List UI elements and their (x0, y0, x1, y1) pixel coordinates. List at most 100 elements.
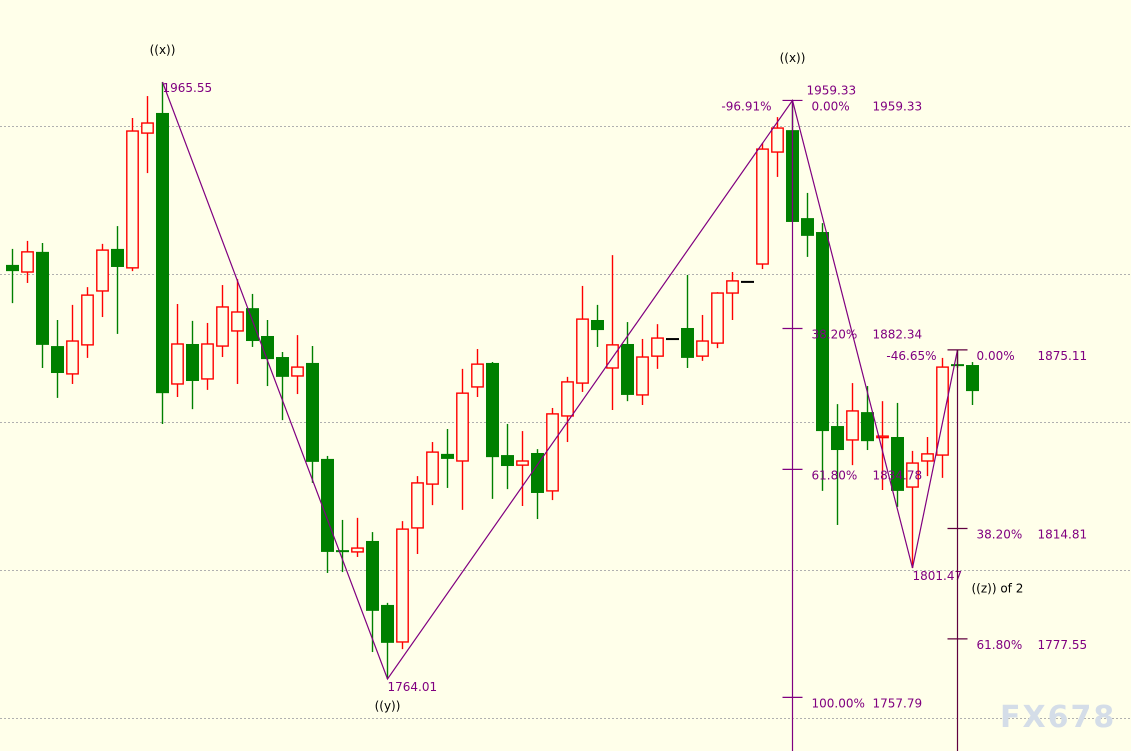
candle (441, 428, 454, 488)
candle (261, 319, 274, 387)
candle (591, 304, 604, 347)
fib-level-value: 1814.81 (1038, 527, 1088, 541)
candle (21, 240, 34, 283)
candle-body (111, 248, 124, 267)
candle (81, 287, 94, 358)
candle-body (306, 362, 319, 462)
candle-body (216, 306, 229, 347)
candle-body (906, 462, 919, 488)
candle-body (726, 280, 739, 294)
candle (516, 431, 529, 507)
candle (51, 319, 64, 398)
candle-body (486, 362, 499, 458)
candle-body (276, 357, 289, 377)
candle-body (561, 381, 574, 417)
candle (711, 292, 724, 349)
candle (471, 349, 484, 398)
wave-line (161, 81, 959, 681)
candle-body (6, 264, 19, 272)
candle (891, 402, 904, 507)
fib-level-percent: 100.00% (812, 696, 865, 710)
candle-body (156, 112, 169, 394)
fib-level-value: 1777.55 (1038, 638, 1088, 652)
wave-label: ((y)) (375, 699, 401, 713)
candle (651, 324, 664, 369)
candle (561, 376, 574, 443)
candle (756, 142, 769, 270)
candle (906, 450, 919, 569)
candle (291, 335, 304, 395)
candle-body (636, 356, 649, 396)
fib-overlap-price: 1959.33 (807, 83, 857, 97)
candle-body (666, 338, 679, 341)
wave-label: ((x)) (780, 51, 806, 65)
watermark-logo: FX678 (1000, 700, 1116, 735)
candle (366, 532, 379, 653)
candle (861, 386, 874, 451)
candle-body (606, 344, 619, 369)
candle-body (801, 218, 814, 236)
wave-price-label: 1801.47 (913, 569, 963, 583)
candle-body (546, 413, 559, 492)
candle (936, 357, 949, 478)
wave-price-label: 1965.55 (163, 81, 213, 95)
candle (321, 455, 334, 573)
candle (456, 368, 469, 510)
candle (576, 285, 589, 392)
candle-body (366, 540, 379, 611)
candle (306, 346, 319, 483)
candle (621, 322, 634, 402)
wave-count-annotation: ((z)) of 2 (972, 582, 1024, 596)
candle (771, 117, 784, 177)
candle-body (291, 366, 304, 377)
fib-extension-label: -46.65% (886, 349, 936, 363)
fib-level-value: 1834.78 (873, 468, 923, 482)
candle (636, 338, 649, 406)
candle (666, 338, 679, 341)
candle (426, 442, 439, 506)
candle-body (501, 455, 514, 467)
candle-body (51, 346, 64, 374)
candle-body (96, 249, 109, 292)
candle-body (591, 319, 604, 331)
candle-body (456, 392, 469, 462)
candle (531, 449, 544, 520)
candle (96, 243, 109, 318)
candle (726, 272, 739, 320)
candle (276, 351, 289, 421)
candle-body (756, 148, 769, 265)
candle-body (426, 451, 439, 485)
candle (396, 521, 409, 650)
candle-body (201, 343, 214, 380)
candle-body (876, 435, 889, 439)
candle-body (921, 453, 934, 462)
candle (156, 82, 169, 424)
candle-body (81, 294, 94, 346)
candle (606, 255, 619, 411)
candle-body (21, 251, 34, 273)
candle (816, 223, 829, 491)
candle-body (966, 365, 979, 392)
candle (966, 362, 979, 406)
fib-level-percent: 0.00% (977, 349, 1015, 363)
candle (846, 383, 859, 466)
candle (501, 423, 514, 490)
candle-body (576, 318, 589, 384)
candle-body (891, 436, 904, 491)
fib-level-percent: 61.80% (812, 468, 858, 482)
fib-level-percent: 38.20% (812, 327, 858, 341)
candle-body (771, 127, 784, 153)
candle (6, 248, 19, 304)
candle (681, 274, 694, 368)
candle (201, 322, 214, 390)
candle-body (696, 340, 709, 357)
candle (141, 96, 154, 174)
candle-body (471, 363, 484, 388)
candle-body (66, 340, 79, 375)
candle-body (246, 308, 259, 342)
candle-body (846, 410, 859, 441)
candle-body (741, 280, 754, 283)
candle (546, 407, 559, 501)
